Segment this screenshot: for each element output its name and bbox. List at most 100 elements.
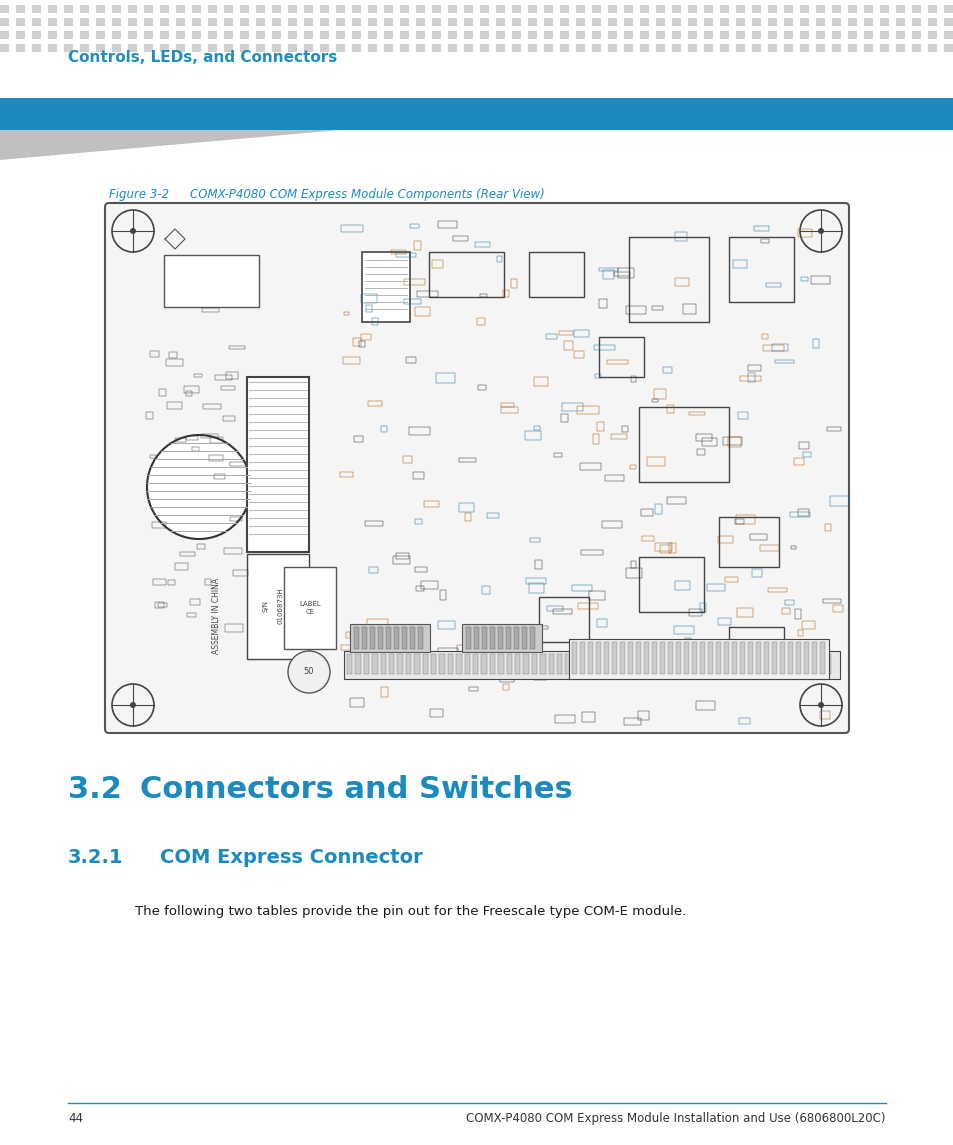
Bar bbox=[335, 31, 345, 39]
Bar bbox=[174, 563, 188, 569]
Bar bbox=[593, 434, 598, 444]
Bar bbox=[775, 654, 781, 674]
Bar bbox=[668, 544, 675, 553]
Bar bbox=[863, 44, 872, 52]
Bar bbox=[598, 654, 604, 674]
Bar bbox=[224, 44, 233, 52]
Bar bbox=[512, 18, 520, 26]
Bar bbox=[501, 408, 517, 412]
Bar bbox=[529, 252, 583, 297]
Bar bbox=[767, 18, 776, 26]
Bar bbox=[656, 5, 664, 13]
Bar bbox=[353, 338, 360, 346]
Bar bbox=[226, 372, 237, 379]
Bar bbox=[697, 449, 704, 456]
Bar bbox=[343, 311, 349, 315]
Bar bbox=[247, 554, 309, 660]
Bar bbox=[157, 603, 167, 607]
Bar bbox=[80, 44, 89, 52]
Bar bbox=[335, 44, 345, 52]
Bar bbox=[895, 44, 904, 52]
Bar bbox=[524, 431, 540, 440]
Bar bbox=[80, 5, 89, 13]
Bar bbox=[255, 18, 265, 26]
Bar bbox=[464, 654, 470, 674]
Bar bbox=[386, 627, 391, 649]
Bar bbox=[720, 31, 728, 39]
Bar bbox=[688, 412, 704, 414]
Text: 50: 50 bbox=[303, 668, 314, 677]
Bar bbox=[543, 18, 553, 26]
Bar bbox=[662, 368, 672, 372]
Bar bbox=[473, 654, 478, 674]
Bar bbox=[96, 18, 105, 26]
Bar bbox=[415, 307, 430, 316]
Bar bbox=[783, 5, 792, 13]
Bar bbox=[506, 654, 512, 674]
Bar bbox=[288, 18, 296, 26]
Bar bbox=[783, 660, 798, 666]
Bar bbox=[671, 31, 680, 39]
Bar bbox=[48, 31, 57, 39]
Bar bbox=[800, 44, 808, 52]
Bar bbox=[203, 404, 220, 409]
Bar bbox=[255, 31, 265, 39]
Bar bbox=[344, 652, 840, 679]
Bar bbox=[432, 44, 440, 52]
Bar bbox=[523, 654, 528, 674]
Bar bbox=[479, 5, 489, 13]
Bar bbox=[481, 586, 490, 594]
Bar bbox=[815, 18, 824, 26]
Bar bbox=[458, 458, 476, 463]
Bar bbox=[464, 513, 471, 521]
Bar bbox=[32, 5, 41, 13]
Bar bbox=[911, 5, 920, 13]
Bar bbox=[497, 654, 503, 674]
Bar bbox=[405, 356, 416, 363]
Bar bbox=[815, 31, 824, 39]
Bar bbox=[429, 252, 503, 297]
Text: 3.2.1: 3.2.1 bbox=[68, 848, 123, 867]
Bar bbox=[783, 654, 788, 674]
Bar bbox=[530, 538, 539, 542]
Bar bbox=[763, 642, 769, 674]
Bar bbox=[391, 251, 406, 254]
Bar bbox=[369, 568, 377, 572]
Bar bbox=[368, 401, 381, 406]
Bar bbox=[272, 18, 281, 26]
Bar bbox=[96, 31, 105, 39]
Bar bbox=[723, 642, 729, 674]
Bar bbox=[797, 630, 802, 635]
Bar bbox=[607, 654, 612, 674]
Bar bbox=[879, 31, 888, 39]
Bar bbox=[598, 299, 607, 308]
Bar bbox=[224, 548, 242, 554]
Bar bbox=[448, 18, 456, 26]
Bar bbox=[607, 31, 617, 39]
Bar bbox=[625, 306, 645, 314]
Bar bbox=[112, 44, 121, 52]
Bar bbox=[762, 345, 783, 350]
Bar bbox=[436, 373, 455, 382]
Bar bbox=[367, 619, 388, 627]
Bar bbox=[646, 457, 664, 466]
Bar bbox=[674, 232, 686, 242]
Bar bbox=[592, 44, 600, 52]
Bar bbox=[666, 404, 673, 413]
Bar bbox=[319, 18, 329, 26]
Bar bbox=[847, 5, 856, 13]
Bar bbox=[927, 44, 936, 52]
Bar bbox=[160, 18, 169, 26]
Bar bbox=[160, 44, 169, 52]
Bar bbox=[716, 642, 720, 674]
Bar bbox=[772, 345, 787, 352]
Bar bbox=[546, 606, 562, 611]
Bar bbox=[687, 18, 697, 26]
Bar bbox=[543, 44, 553, 52]
Bar bbox=[361, 627, 367, 649]
Bar bbox=[423, 500, 438, 507]
Bar bbox=[895, 31, 904, 39]
Polygon shape bbox=[0, 131, 339, 160]
Bar bbox=[384, 31, 393, 39]
Bar bbox=[911, 31, 920, 39]
